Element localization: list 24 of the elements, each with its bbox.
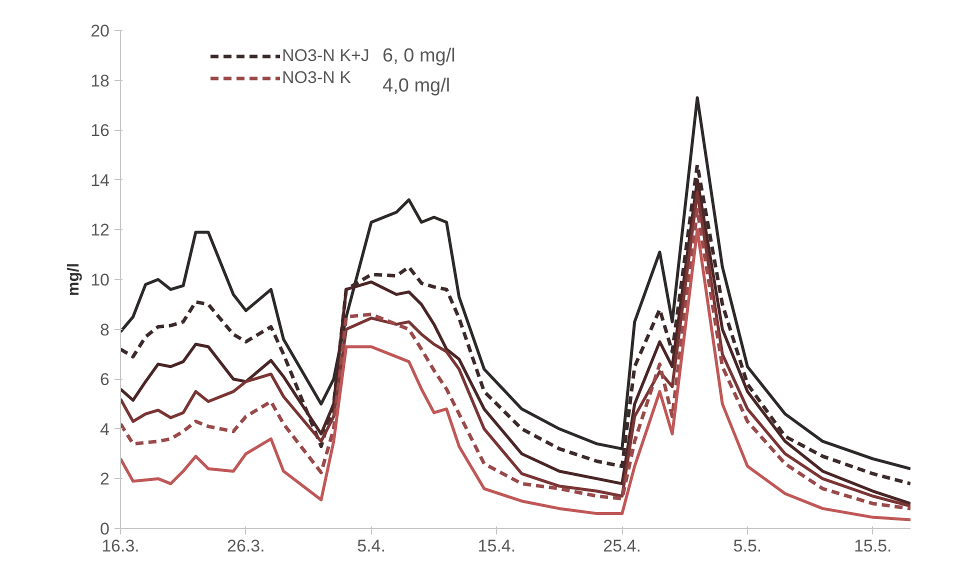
legend-label: NO3-N K bbox=[282, 68, 351, 88]
x-tick-label: 15.5. bbox=[854, 536, 892, 556]
y-tick-label: 20 bbox=[90, 22, 110, 40]
y-tick-label: 12 bbox=[90, 220, 110, 240]
y-tick-label: 8 bbox=[100, 320, 110, 340]
annotation: 4,0 mg/l bbox=[382, 76, 450, 96]
y-tick-label: 6 bbox=[100, 370, 110, 390]
x-tick-label: 15.4. bbox=[478, 536, 516, 556]
y-tick-label: 16 bbox=[90, 121, 110, 140]
x-tick-label: 5.5. bbox=[733, 536, 762, 556]
x-tick-label: 5.4. bbox=[357, 536, 386, 556]
annotation: 6, 0 mg/l bbox=[382, 46, 456, 66]
y-tick-label: 18 bbox=[90, 71, 110, 90]
x-tick-label: 16.3. bbox=[102, 536, 140, 556]
line-series bbox=[120, 96, 910, 470]
y-tick-label: 10 bbox=[90, 270, 110, 290]
legend-label: NO3-N K+J bbox=[282, 46, 370, 66]
y-tick-label: 14 bbox=[90, 170, 110, 190]
x-tick-label: 25.4. bbox=[603, 536, 641, 556]
y-tick-label: 0 bbox=[100, 520, 110, 538]
y-tick-label: 4 bbox=[100, 420, 110, 439]
y-tick-label: 2 bbox=[100, 470, 110, 489]
y-axis-title: mg/l bbox=[66, 263, 83, 296]
x-tick-label: 26.3. bbox=[226, 536, 265, 556]
